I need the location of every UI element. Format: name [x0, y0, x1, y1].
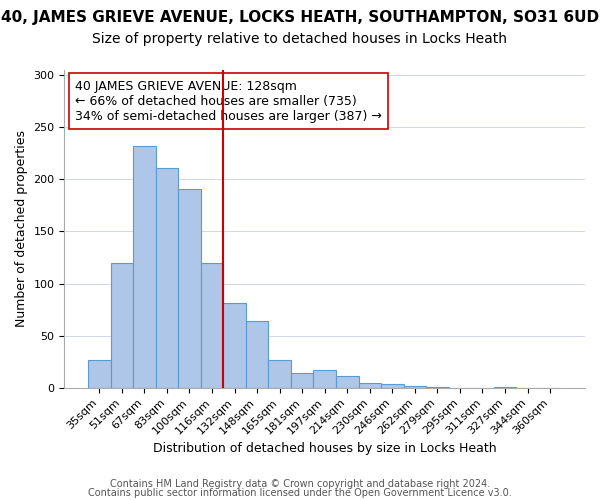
Bar: [313, 370, 336, 388]
Text: Contains HM Land Registry data © Crown copyright and database right 2024.: Contains HM Land Registry data © Crown c…: [110, 479, 490, 489]
Bar: [246, 321, 268, 388]
Bar: [155, 168, 178, 388]
Bar: [201, 262, 223, 388]
Y-axis label: Number of detached properties: Number of detached properties: [15, 130, 28, 328]
Bar: [133, 146, 155, 388]
Bar: [178, 189, 201, 388]
Bar: [359, 382, 381, 388]
Bar: [494, 386, 516, 388]
Bar: [223, 304, 246, 388]
Text: Contains public sector information licensed under the Open Government Licence v3: Contains public sector information licen…: [88, 488, 512, 498]
Text: 40, JAMES GRIEVE AVENUE, LOCKS HEATH, SOUTHAMPTON, SO31 6UD: 40, JAMES GRIEVE AVENUE, LOCKS HEATH, SO…: [1, 10, 599, 25]
Bar: [404, 386, 426, 388]
X-axis label: Distribution of detached houses by size in Locks Heath: Distribution of detached houses by size …: [153, 442, 497, 455]
Bar: [426, 386, 449, 388]
Bar: [336, 376, 359, 388]
Text: Size of property relative to detached houses in Locks Heath: Size of property relative to detached ho…: [92, 32, 508, 46]
Bar: [110, 262, 133, 388]
Bar: [381, 384, 404, 388]
Bar: [88, 360, 110, 388]
Bar: [291, 373, 313, 388]
Bar: [268, 360, 291, 388]
Text: 40 JAMES GRIEVE AVENUE: 128sqm
← 66% of detached houses are smaller (735)
34% of: 40 JAMES GRIEVE AVENUE: 128sqm ← 66% of …: [75, 80, 382, 122]
